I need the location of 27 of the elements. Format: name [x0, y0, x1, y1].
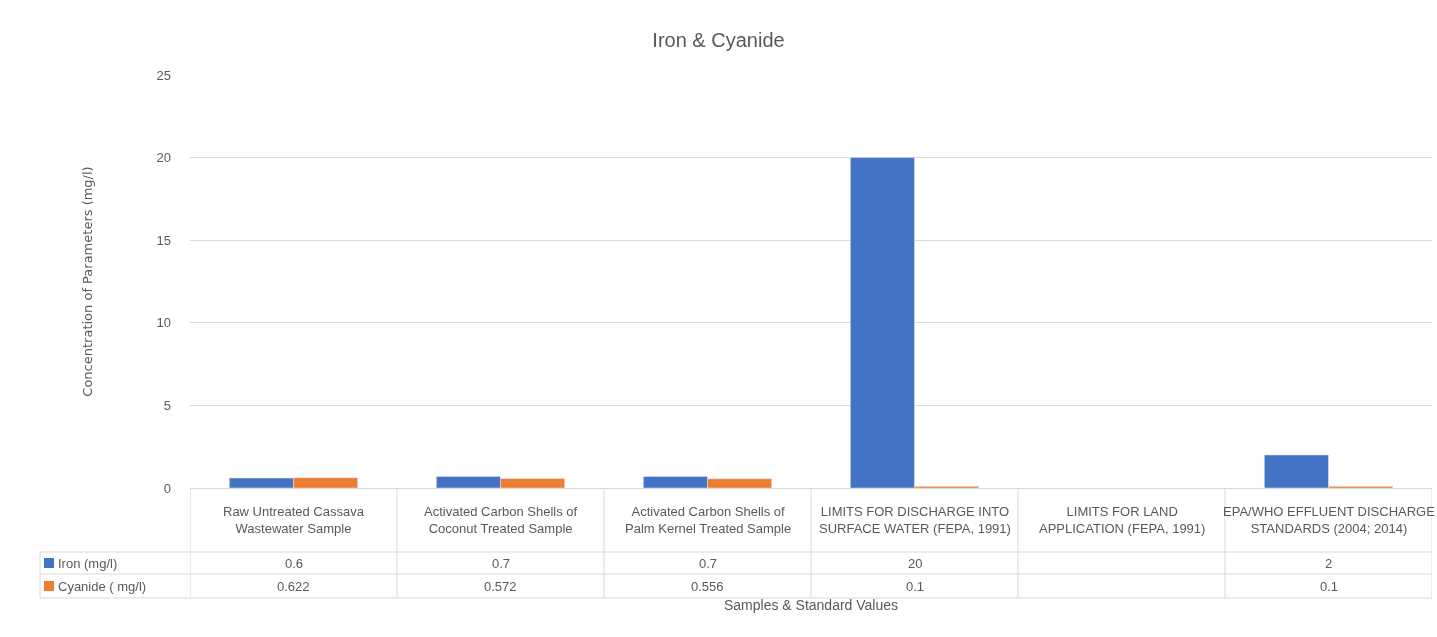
data-label: 0.572 [484, 579, 517, 594]
data-label: 0.1 [906, 579, 925, 594]
x-tick-label: Activated Carbon Shells of Coconut Treated Sample [424, 504, 578, 536]
y-tick-label: 15 [156, 232, 171, 248]
y-tick-label: 25 [156, 67, 171, 83]
data-label: 0.7 [699, 556, 718, 571]
data-label: 0.7 [492, 556, 511, 571]
y-axis-title: Concentration of Parameters (mg/l) [80, 166, 96, 397]
data-label: 0.556 [691, 579, 724, 594]
data-label: 0.6 [285, 556, 304, 571]
y-tick-label: 5 [163, 397, 171, 413]
data-label: 2 [1325, 556, 1333, 571]
data-label: 20 [908, 556, 923, 571]
x-tick-label: Raw Untreated Cassava Wastewater Sample [223, 504, 365, 536]
data-label: 0.622 [277, 579, 310, 594]
x-tick-label: LIMITS FOR DISCHARGE INTO SURFACE WATER (FEPA, 1991) [819, 504, 1011, 536]
data-label: 0.1 [1320, 579, 1339, 594]
x-tick-label: Activated Carbon Shells of Palm Kernel Treated Sample [625, 504, 792, 536]
x-tick-label: EPA/WHO EFFLUENT DISCHARGE STANDARDS (2004; 2014) [1223, 504, 1436, 536]
y-tick-label: 20 [156, 150, 171, 166]
legend-label: Cyanide ( mg/l) [58, 579, 147, 594]
x-tick-label: LIMITS FOR LAND APPLICATION (FEPA, 1991) [1039, 504, 1206, 536]
chart-title: Iron & Cyanide [652, 29, 785, 51]
x-axis-title: Samples & Standard Values [723, 597, 899, 614]
legend-label: Iron (mg/l) [58, 556, 118, 571]
y-tick-label: 0 [163, 480, 171, 496]
y-tick-label: 10 [156, 315, 171, 331]
